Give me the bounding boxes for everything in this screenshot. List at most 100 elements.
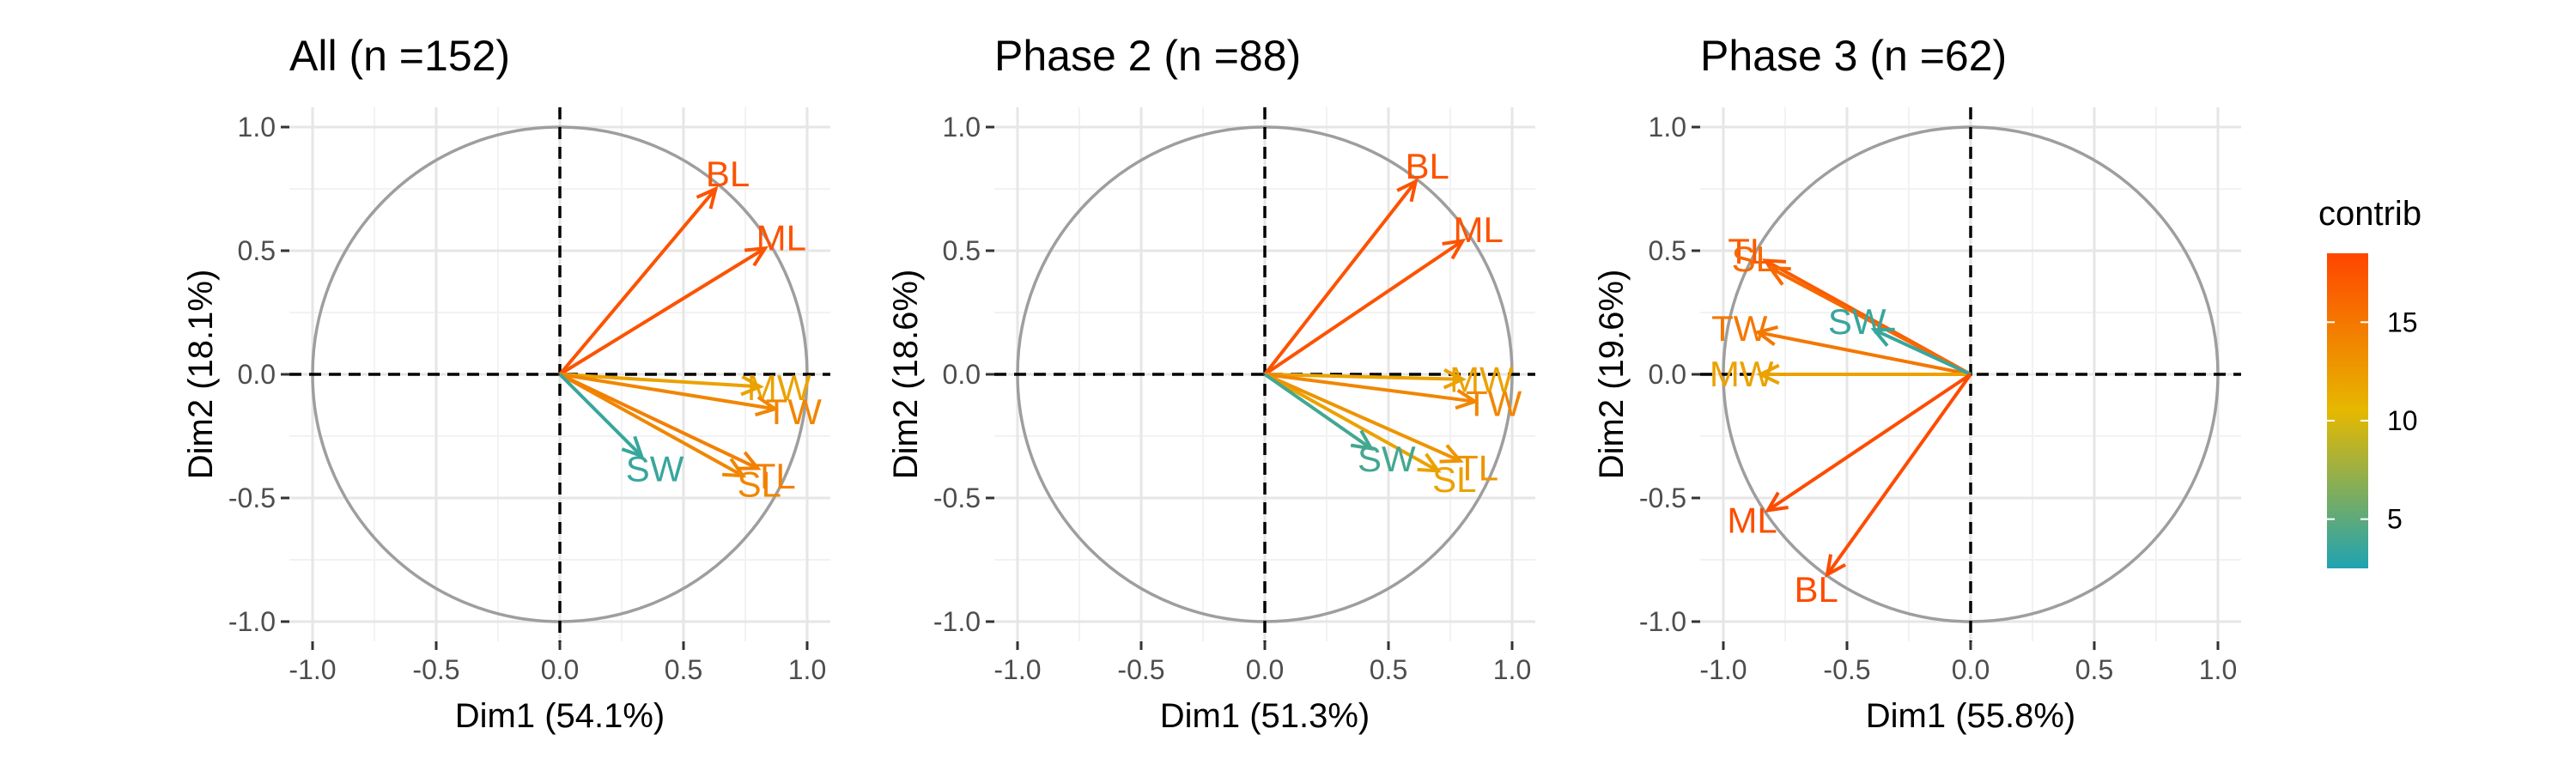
variable-label-sl: SL bbox=[1432, 459, 1476, 500]
legend-title: contrib bbox=[2318, 195, 2421, 233]
arrowhead-ml bbox=[1765, 491, 1789, 513]
arrowhead-tw bbox=[1753, 325, 1779, 347]
y-tick-label: 1.0 bbox=[238, 112, 276, 143]
variable-label-sl: SL bbox=[738, 464, 781, 505]
chart-panel-1: -1.0 -1.0 -0.5 -0.5 0.0 0.0 0.5 0.5 1.0 1.0 Dim1 (… bbox=[182, 32, 830, 735]
variable-label-sl: SL bbox=[1732, 239, 1776, 279]
arrowhead-ml bbox=[1442, 238, 1467, 260]
variable-arrow-bl bbox=[1263, 180, 1418, 376]
variable-arrow-sl bbox=[559, 373, 744, 477]
legend-tick-label: 5 bbox=[2387, 504, 2403, 535]
arrowhead-bl bbox=[1396, 178, 1419, 203]
y-tick-label: 0.0 bbox=[238, 359, 276, 390]
variable-arrow-sl bbox=[1264, 373, 1439, 473]
x-tick-label: -1.0 bbox=[1699, 654, 1747, 685]
variable-arrow-tw bbox=[1757, 331, 1971, 376]
x-tick-label: 0.5 bbox=[2075, 654, 2113, 685]
variable-arrow-tw bbox=[1264, 373, 1476, 404]
legend-colorbar bbox=[2327, 253, 2368, 568]
y-tick-label: 0.5 bbox=[238, 235, 276, 266]
x-axis-title: Dim1 (55.8%) bbox=[1866, 697, 2076, 735]
y-tick-label: 0.5 bbox=[1649, 235, 1686, 266]
x-tick-label: 0.5 bbox=[1370, 654, 1407, 685]
variable-arrow-tl bbox=[559, 373, 759, 470]
arrowhead-sl bbox=[1766, 266, 1791, 286]
arrowhead-sw bbox=[621, 435, 645, 459]
arrowhead-bl bbox=[696, 185, 719, 209]
variable-arrow-ml bbox=[1766, 373, 1972, 513]
legend-tick-label: 15 bbox=[2387, 307, 2418, 337]
x-tick-label: 0.0 bbox=[1952, 654, 1990, 685]
y-tick-label: -1.0 bbox=[933, 606, 981, 637]
x-tick-label: -0.5 bbox=[1823, 654, 1870, 685]
variable-arrow-sw bbox=[1263, 373, 1372, 451]
y-tick-label: -0.5 bbox=[228, 483, 276, 513]
x-tick-label: -0.5 bbox=[1117, 654, 1164, 685]
x-tick-label: 1.0 bbox=[2199, 654, 2237, 685]
arrowhead-ml bbox=[744, 246, 769, 267]
y-tick-label: 0.5 bbox=[943, 235, 981, 266]
variable-label-ml: ML bbox=[756, 218, 806, 258]
variable-arrow-bl bbox=[1826, 373, 1972, 576]
arrowhead-sw bbox=[1350, 429, 1375, 452]
variable-arrow-bl bbox=[558, 187, 717, 376]
legend-tick-label: 10 bbox=[2387, 405, 2418, 436]
y-tick-label: 1.0 bbox=[943, 112, 981, 143]
arrowhead-sw bbox=[1870, 327, 1895, 347]
y-tick-label: -0.5 bbox=[1639, 483, 1686, 513]
arrowhead-tl bbox=[1439, 444, 1464, 464]
variable-arrow-sl bbox=[1769, 266, 1971, 376]
variable-label-tl: TL bbox=[1456, 448, 1498, 489]
x-tick-label: 0.0 bbox=[541, 654, 579, 685]
variable-label-tw: TW bbox=[1711, 308, 1768, 349]
variable-label-mw: MW bbox=[747, 367, 811, 408]
x-tick-label: 0.5 bbox=[665, 654, 702, 685]
variable-label-sw: SW bbox=[1358, 439, 1416, 479]
variable-label-bl: BL bbox=[706, 154, 750, 194]
x-axis-title: Dim1 (51.3%) bbox=[1160, 697, 1370, 735]
variable-label-ml: ML bbox=[1453, 209, 1503, 250]
variable-label-tw: TW bbox=[766, 392, 823, 432]
arrowhead-sl bbox=[722, 458, 747, 478]
variable-arrow-sw bbox=[1873, 328, 1971, 376]
variable-label-mw: MW bbox=[1710, 354, 1774, 394]
panel-title: Phase 2 (n =88) bbox=[994, 32, 1301, 80]
variable-arrow-ml bbox=[558, 246, 767, 376]
y-tick-label: 1.0 bbox=[1649, 112, 1686, 143]
y-axis-title: Dim2 (18.1%) bbox=[182, 270, 220, 480]
variable-arrow-ml bbox=[1263, 239, 1464, 376]
y-tick-label: -1.0 bbox=[1639, 606, 1686, 637]
variable-label-tl: TL bbox=[1728, 231, 1770, 271]
arrowhead-bl bbox=[1825, 554, 1846, 579]
x-tick-label: 0.0 bbox=[1246, 654, 1284, 685]
arrowhead-mw bbox=[1443, 368, 1467, 390]
color-legend: contrib 15 10 5 bbox=[2318, 195, 2421, 568]
chart-panel-3: -1.0 -1.0 -0.5 -0.5 0.0 0.0 0.5 0.5 1.0 1.0 Dim1 (… bbox=[1593, 32, 2241, 735]
variable-arrow-tl bbox=[1264, 373, 1461, 463]
variable-label-sw: SW bbox=[1828, 301, 1886, 342]
variable-label-bl: BL bbox=[1794, 569, 1838, 610]
y-tick-label: -0.5 bbox=[933, 483, 981, 513]
x-tick-label: -0.5 bbox=[412, 654, 459, 685]
variable-label-tl: TL bbox=[754, 456, 796, 496]
y-axis-title: Dim2 (19.6%) bbox=[1593, 270, 1631, 480]
x-tick-label: 1.0 bbox=[1493, 654, 1531, 685]
variable-label-sw: SW bbox=[626, 449, 684, 489]
y-tick-label: 0.0 bbox=[943, 359, 981, 390]
y-tick-label: 0.0 bbox=[1649, 359, 1686, 390]
x-tick-label: 1.0 bbox=[788, 654, 826, 685]
variable-arrow-tw bbox=[559, 373, 775, 411]
chart-panel-2: -1.0 -1.0 -0.5 -0.5 0.0 0.0 0.5 0.5 1.0 1.0 Dim1 (… bbox=[887, 32, 1535, 735]
y-axis-title: Dim2 (18.6%) bbox=[887, 270, 925, 480]
variable-arrow-sw bbox=[558, 373, 643, 458]
panel-title: Phase 3 (n =62) bbox=[1700, 32, 2007, 80]
arrowhead-tw bbox=[754, 395, 780, 417]
x-tick-label: -1.0 bbox=[289, 654, 336, 685]
variable-arrow-mw bbox=[559, 373, 761, 389]
arrowhead-tw bbox=[1455, 388, 1479, 410]
arrowhead-sl bbox=[1417, 452, 1442, 473]
arrowhead-tl bbox=[737, 451, 762, 470]
x-tick-label: -1.0 bbox=[993, 654, 1041, 685]
variable-arrow-mw bbox=[1264, 373, 1463, 381]
